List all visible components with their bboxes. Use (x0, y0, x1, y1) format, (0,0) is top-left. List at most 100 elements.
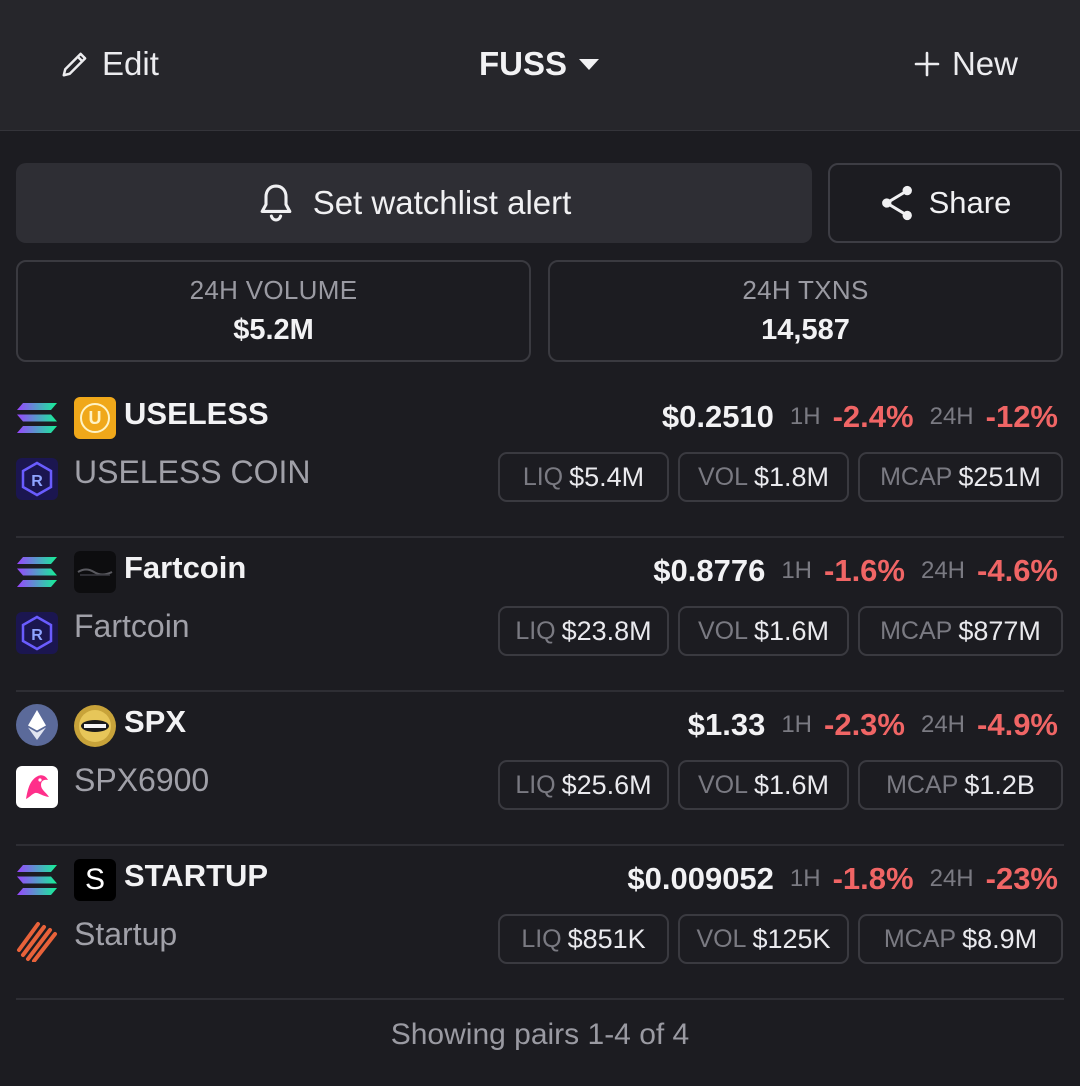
fartcoin-token-icon (74, 551, 116, 593)
new-label: New (951, 45, 1018, 82)
uniswap-icon (16, 766, 58, 808)
vol-value: $1.6M (753, 615, 830, 646)
mcap-label: MCAP (880, 462, 953, 491)
change-24h-value: -12% (985, 399, 1058, 434)
liquidity-pill: LIQ $851K (498, 914, 669, 964)
change-24h-value: -23% (985, 861, 1058, 896)
change-1h-value: -1.6% (824, 553, 905, 588)
mcap-label: MCAP (880, 616, 953, 645)
liq-value: $23.8M (561, 615, 652, 646)
token-glyph: S (84, 863, 105, 896)
txns-stat-card: 24H TXNS 14,587 (548, 260, 1063, 362)
pair-name: SPX6900 (74, 762, 210, 798)
pair-row-spx[interactable]: SPX SPX6900 $1.33 1H -2.3% 24H -4.9% LIQ… (0, 692, 1080, 846)
liq-label: LIQ (521, 924, 562, 953)
mcap-pill: MCAP $8.9M (858, 914, 1063, 964)
liq-value: $5.4M (569, 461, 645, 492)
txns-stat-value: 14,587 (761, 314, 850, 346)
liq-label: LIQ (522, 462, 564, 491)
change-1h-value: -2.4% (832, 399, 914, 434)
share-button[interactable]: Share (828, 163, 1062, 243)
svg-text:R: R (31, 473, 43, 490)
txns-stat-label: 24H TXNS (742, 275, 869, 305)
row-divider (16, 998, 1064, 1000)
price-metrics: $0.2510 1H -2.4% 24H -12% (662, 394, 1058, 440)
price-metrics: $0.009052 1H -1.8% 24H -23% (627, 856, 1058, 902)
mcap-pill: MCAP $1.2B (858, 760, 1063, 810)
mcap-pill: MCAP $251M (858, 452, 1063, 502)
pair-symbol: USELESS (124, 396, 269, 431)
solana-icon (17, 403, 57, 433)
set-watchlist-alert-button[interactable]: Set watchlist alert (16, 163, 812, 243)
volume-pill: VOL $1.6M (678, 606, 849, 656)
startup-token-icon: S (74, 859, 116, 901)
change-1h-label: 1H (789, 403, 821, 430)
liq-value: $851K (567, 923, 646, 954)
volume-pill: VOL $125K (678, 914, 849, 964)
liq-label: LIQ (515, 616, 556, 645)
row-divider (16, 690, 1064, 692)
mcap-value: $877M (958, 615, 1041, 646)
change-24h-label: 24H (929, 403, 974, 430)
bell-icon (260, 184, 292, 222)
share-label: Share (928, 185, 1012, 220)
pencil-icon (62, 52, 87, 77)
pair-price: $0.009052 (627, 861, 774, 896)
volume-stat-value: $5.2M (233, 314, 314, 346)
change-24h-value: -4.9% (977, 707, 1058, 742)
pair-row-useless[interactable]: R U USELESS USELESS COIN $0.2510 1H -2.4… (0, 384, 1080, 538)
watchlist-title: FUSS (478, 45, 567, 82)
edit-button[interactable]: Edit (60, 42, 159, 86)
ethereum-icon (16, 704, 58, 746)
alert-label: Set watchlist alert (312, 184, 572, 221)
volume-stat-label: 24H VOLUME (189, 275, 358, 305)
price-metrics: $0.8776 1H -1.6% 24H -4.6% (653, 548, 1058, 594)
liquidity-pill: LIQ $23.8M (498, 606, 669, 656)
edit-label: Edit (102, 45, 159, 82)
volume-pill: VOL $1.6M (678, 760, 849, 810)
mcap-value: $251M (958, 461, 1041, 492)
raydium-icon: R (16, 612, 58, 654)
pair-name: Startup (74, 916, 178, 952)
pair-price: $0.8776 (653, 553, 766, 588)
liquidity-pill: LIQ $25.6M (498, 760, 669, 810)
pagination-summary: Showing pairs 1-4 of 4 (390, 1018, 690, 1051)
vol-value: $1.6M (753, 769, 830, 800)
volume-pill: VOL $1.8M (678, 452, 849, 502)
liq-value: $25.6M (561, 769, 652, 800)
pair-row-fartcoin[interactable]: R Fartcoin Fartcoin $0.8776 1H -1.6% 24H… (0, 538, 1080, 692)
useless-token-icon: U (74, 397, 116, 439)
mcap-value: $1.2B (964, 769, 1035, 800)
vol-label: VOL (697, 770, 748, 799)
solana-icon (17, 557, 57, 587)
change-24h-value: -4.6% (977, 553, 1058, 588)
vol-value: $125K (752, 923, 831, 954)
liquidity-pill: LIQ $5.4M (498, 452, 669, 502)
startup-dex-icon (17, 922, 57, 962)
change-1h-value: -2.3% (824, 707, 905, 742)
pair-name: USELESS COIN (74, 454, 311, 490)
row-divider (16, 536, 1064, 538)
liq-label: LIQ (515, 770, 556, 799)
volume-stat-card: 24H VOLUME $5.2M (16, 260, 531, 362)
vol-label: VOL (697, 462, 748, 491)
pair-name: Fartcoin (74, 608, 190, 644)
change-1h-label: 1H (789, 865, 821, 892)
watchlist-selector[interactable]: FUSS (479, 45, 601, 83)
vol-label: VOL (697, 616, 748, 645)
pair-row-startup[interactable]: S STARTUP Startup $0.009052 1H -1.8% 24H… (0, 846, 1080, 1000)
new-watchlist-button[interactable]: New (914, 42, 1018, 86)
change-1h-label: 1H (781, 711, 812, 738)
pair-price: $1.33 (687, 707, 766, 742)
vol-value: $1.8M (753, 461, 830, 492)
row-divider (16, 844, 1064, 846)
vol-label: VOL (696, 924, 747, 953)
pair-symbol: SPX (124, 704, 187, 739)
svg-text:R: R (31, 627, 43, 644)
top-bar: Edit FUSS New (0, 0, 1080, 131)
change-24h-label: 24H (920, 557, 966, 584)
change-1h-label: 1H (781, 557, 812, 584)
mcap-label: MCAP (886, 770, 959, 799)
pair-price: $0.2510 (661, 399, 774, 434)
price-metrics: $1.33 1H -2.3% 24H -4.9% (688, 702, 1058, 748)
